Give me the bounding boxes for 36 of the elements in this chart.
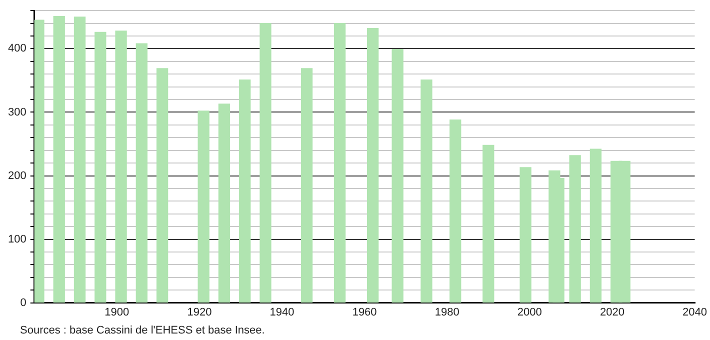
bar — [53, 16, 65, 303]
bar — [136, 43, 148, 303]
bar — [420, 80, 432, 303]
bar — [94, 32, 106, 303]
bar — [392, 49, 404, 303]
bar — [300, 68, 313, 303]
bar — [548, 170, 560, 303]
x-tick-label: 2000 — [517, 306, 542, 318]
y-tick-label: 100 — [8, 233, 26, 246]
bar — [239, 80, 251, 303]
x-tick-label: 2020 — [600, 306, 624, 318]
bar — [34, 20, 44, 303]
bar — [260, 22, 272, 303]
bar — [520, 167, 532, 303]
x-tick-label: 1920 — [187, 306, 212, 318]
y-tick-label: 400 — [8, 42, 26, 55]
bar — [482, 144, 494, 303]
x-tick-label: 2040 — [682, 306, 708, 318]
bar — [366, 28, 379, 303]
bar — [115, 30, 127, 303]
y-tick-label: 200 — [8, 170, 26, 182]
bar — [156, 68, 168, 303]
y-tick-label: 300 — [8, 106, 26, 118]
x-tick-label: 1940 — [270, 306, 294, 318]
source-note: Sources : base Cassini de l'EHESS et base Insee. — [20, 324, 265, 337]
bar — [334, 22, 346, 303]
bar — [569, 155, 581, 303]
y-tick-label: 0 — [20, 296, 26, 309]
bar — [198, 110, 210, 303]
bar — [590, 148, 602, 303]
bar — [450, 120, 462, 303]
x-tick-label: 1980 — [434, 306, 460, 318]
x-tick-label: 1960 — [352, 306, 377, 318]
bar — [218, 104, 230, 303]
bar — [74, 16, 86, 303]
x-tick-label: 1900 — [104, 306, 130, 318]
